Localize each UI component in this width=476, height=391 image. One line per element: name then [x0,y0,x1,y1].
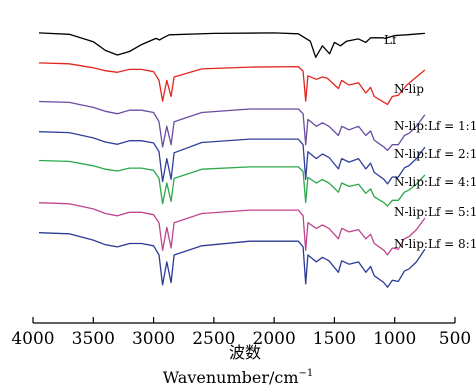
series-line-3 [38,131,426,185]
series-label-4: N-lip:Lf = 4:1 [394,175,476,189]
x-tick-label-6: 1000 [373,329,416,349]
x-tick-label-3: 2500 [192,329,235,349]
series-line-1 [38,62,426,106]
legend-labels: Lf N-lip N-lip:Lf = 1:1 N-lip:Lf = 2:1 N-lip… [384,33,476,251]
x-axis: 4000 3500 3000 2500 2000 1500 1000 500 [11,317,471,349]
series-label-0: Lf [384,33,398,47]
x-tick-label-1: 3500 [72,329,115,349]
series-line-5 [38,202,426,256]
plot-area [38,32,426,288]
x-tick-label-0: 4000 [11,329,54,349]
x-tick-label-7: 500 [439,329,471,349]
series-line-6 [38,232,426,288]
x-axis-title: Wavenumber/cm−1 [163,368,314,387]
series-line-0 [38,32,425,58]
series-label-2: N-lip:Lf = 1:1 [394,119,476,133]
series-label-3: N-lip:Lf = 2:1 [394,147,476,161]
series-line-2 [38,100,426,152]
x-axis-title-text: Wavenumber/cm [163,368,299,387]
x-tick-label-4: 2000 [253,329,296,349]
series-line-4 [38,159,426,207]
x-tick-label-5: 1500 [313,329,356,349]
x-axis-title-cn: 波数 [229,343,261,362]
series-label-5: N-lip:Lf = 5:1 [394,205,476,219]
series-label-6: N-lip:Lf = 8:1 [394,237,476,251]
x-tick-label-2: 3000 [132,329,175,349]
x-axis-title-sup: −1 [299,368,314,379]
series-label-1: N-lip [394,82,424,96]
